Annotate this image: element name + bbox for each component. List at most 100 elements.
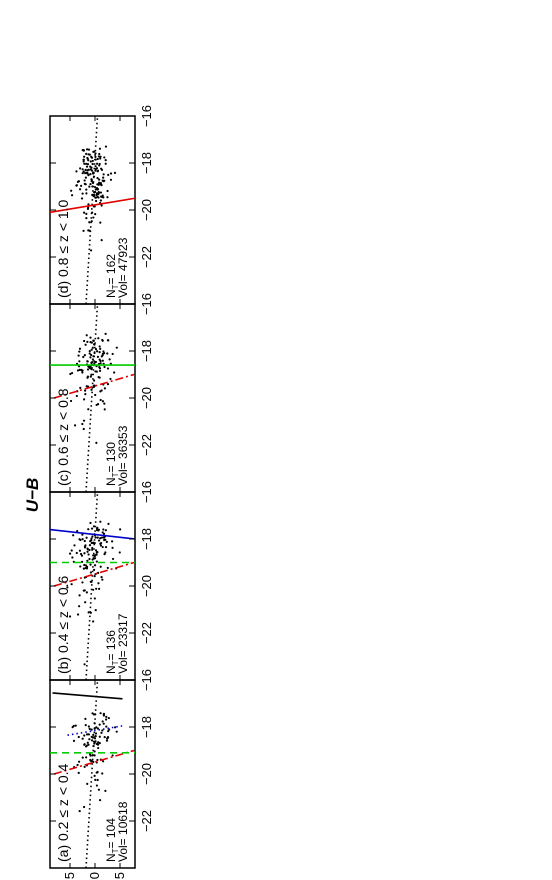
data-point xyxy=(92,384,95,387)
x-tick-label: −20 xyxy=(139,387,154,409)
data-point xyxy=(71,726,74,729)
data-point xyxy=(87,148,91,151)
data-point xyxy=(73,544,76,547)
data-point xyxy=(97,539,101,542)
data-point xyxy=(96,355,100,358)
data-point xyxy=(91,535,94,538)
data-point xyxy=(82,170,85,173)
x-tick-label: −16 xyxy=(139,105,154,127)
data-point xyxy=(75,551,78,555)
panel-volume: Vol= 47923 xyxy=(116,237,130,298)
data-point xyxy=(88,738,91,741)
data-point xyxy=(79,167,82,170)
data-point xyxy=(99,221,102,224)
data-point xyxy=(96,157,99,161)
data-point xyxy=(98,351,101,354)
data-point xyxy=(106,383,110,386)
data-point xyxy=(96,778,99,782)
data-point xyxy=(70,194,74,197)
x-tick-label: −16 xyxy=(139,481,154,503)
data-point xyxy=(84,724,87,727)
data-point xyxy=(89,759,92,762)
data-point xyxy=(107,730,110,733)
x-tick-label: −16 xyxy=(139,293,154,315)
x-tick-label: −18 xyxy=(139,528,154,550)
data-point xyxy=(96,187,100,191)
data-point xyxy=(118,551,121,554)
data-point xyxy=(89,160,92,163)
data-point xyxy=(85,165,89,168)
data-point xyxy=(100,355,103,358)
data-point xyxy=(88,544,92,547)
data-point xyxy=(73,424,77,427)
data-point xyxy=(81,756,84,759)
data-point xyxy=(68,552,72,555)
data-point xyxy=(87,408,90,411)
data-point xyxy=(93,343,96,346)
data-point xyxy=(104,538,107,541)
data-point xyxy=(83,663,86,666)
data-point xyxy=(89,341,92,344)
data-point xyxy=(78,188,82,191)
data-point xyxy=(97,571,100,574)
data-point xyxy=(88,557,91,561)
data-point xyxy=(90,155,93,158)
data-point xyxy=(90,739,94,742)
data-point xyxy=(83,743,86,746)
data-point xyxy=(104,545,108,549)
data-point xyxy=(96,162,99,165)
panel-count: NT= 104 xyxy=(104,818,120,862)
x-tick-label: −20 xyxy=(139,763,154,785)
data-point xyxy=(92,760,95,763)
data-point xyxy=(87,528,90,531)
data-point xyxy=(75,170,78,173)
data-point xyxy=(101,760,105,763)
data-point xyxy=(70,189,73,192)
data-point xyxy=(96,195,99,199)
data-point xyxy=(93,564,97,567)
data-point xyxy=(106,367,110,370)
fit-line-dashdot xyxy=(53,561,135,587)
data-point xyxy=(106,189,109,193)
data-point xyxy=(95,193,98,197)
data-point xyxy=(115,346,118,349)
data-point xyxy=(90,728,93,731)
panel-b: −16 −18 −20 −22 (b) 0.4 ≤ z < 0.6 NT= 136Vol=… xyxy=(49,481,154,681)
data-point xyxy=(83,354,86,357)
data-point xyxy=(92,216,95,219)
fit-line-solid xyxy=(52,692,123,700)
data-point xyxy=(69,372,72,376)
data-point xyxy=(93,575,96,578)
data-point xyxy=(99,155,102,158)
panel-count: NT= 162 xyxy=(104,254,120,298)
data-point xyxy=(68,615,72,618)
data-point xyxy=(82,419,86,422)
data-point xyxy=(81,560,84,563)
data-point xyxy=(97,337,100,340)
data-point xyxy=(103,387,107,390)
data-point xyxy=(90,178,93,182)
data-point xyxy=(85,334,88,337)
data-point xyxy=(78,549,82,552)
data-point xyxy=(98,369,102,373)
panel-volume: Vol= 23317 xyxy=(116,613,130,674)
data-point xyxy=(78,350,81,353)
data-point xyxy=(101,578,104,581)
data-point xyxy=(86,547,89,550)
data-point xyxy=(89,182,92,186)
data-point xyxy=(85,536,88,539)
panel-count: NT= 136 xyxy=(104,630,120,674)
data-point xyxy=(103,402,106,405)
data-point xyxy=(71,556,74,559)
data-point xyxy=(88,153,91,156)
data-point xyxy=(83,546,87,549)
data-point xyxy=(82,589,85,592)
data-point xyxy=(87,168,90,171)
data-point xyxy=(108,358,111,361)
data-point xyxy=(93,190,97,194)
data-point xyxy=(100,195,103,198)
data-point xyxy=(82,427,85,431)
y-tick-label: 0 xyxy=(87,872,102,879)
data-point xyxy=(83,563,86,567)
data-point xyxy=(90,368,93,371)
